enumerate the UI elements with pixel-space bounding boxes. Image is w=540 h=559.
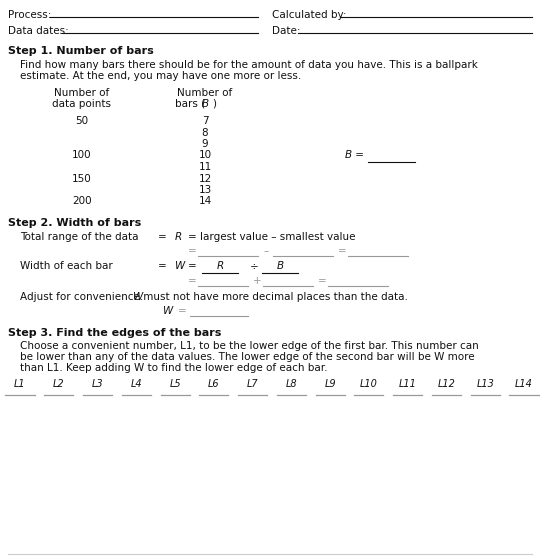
Text: Choose a convenient number, L1, to be the lower edge of the first bar. This numb: Choose a convenient number, L1, to be th… bbox=[20, 341, 479, 351]
Text: data points: data points bbox=[52, 99, 111, 109]
Text: 14: 14 bbox=[198, 197, 212, 206]
Text: Adjust for convenience.: Adjust for convenience. bbox=[20, 292, 146, 302]
Text: +: + bbox=[253, 276, 261, 286]
Text: W: W bbox=[133, 292, 143, 302]
Text: Date:: Date: bbox=[272, 26, 300, 36]
Text: 13: 13 bbox=[198, 185, 212, 195]
Text: 9: 9 bbox=[201, 139, 208, 149]
Text: L4: L4 bbox=[131, 379, 142, 389]
Text: L10: L10 bbox=[360, 379, 378, 389]
Text: =: = bbox=[338, 246, 347, 256]
Text: L1: L1 bbox=[14, 379, 26, 389]
Text: =: = bbox=[188, 276, 197, 286]
Text: =: = bbox=[158, 261, 167, 271]
Text: W: W bbox=[163, 306, 173, 316]
Text: ÷: ÷ bbox=[250, 261, 259, 271]
Text: L14: L14 bbox=[515, 379, 533, 389]
Text: =: = bbox=[352, 150, 364, 160]
Text: W: W bbox=[175, 261, 185, 271]
Text: L13: L13 bbox=[476, 379, 494, 389]
Text: ): ) bbox=[212, 99, 216, 109]
Text: L6: L6 bbox=[208, 379, 220, 389]
Text: =: = bbox=[178, 306, 187, 316]
Text: B: B bbox=[276, 261, 284, 271]
Text: 10: 10 bbox=[198, 150, 212, 160]
Text: L8: L8 bbox=[286, 379, 297, 389]
Text: Step 2. Width of bars: Step 2. Width of bars bbox=[8, 218, 141, 228]
Text: =: = bbox=[188, 261, 197, 271]
Text: estimate. At the end, you may have one more or less.: estimate. At the end, you may have one m… bbox=[20, 71, 301, 81]
Text: 12: 12 bbox=[198, 173, 212, 183]
Text: Number of: Number of bbox=[55, 88, 110, 98]
Text: =: = bbox=[158, 232, 167, 242]
Text: Calculated by:: Calculated by: bbox=[272, 10, 347, 20]
Text: be lower than any of the data values. The lower edge of the second bar will be W: be lower than any of the data values. Th… bbox=[20, 352, 475, 362]
Text: 200: 200 bbox=[72, 197, 92, 206]
Text: B: B bbox=[345, 150, 352, 160]
Text: Step 3. Find the edges of the bars: Step 3. Find the edges of the bars bbox=[8, 328, 221, 338]
Text: 100: 100 bbox=[72, 150, 92, 160]
Text: 7: 7 bbox=[201, 116, 208, 126]
Text: L12: L12 bbox=[437, 379, 455, 389]
Text: Total range of the data: Total range of the data bbox=[20, 232, 138, 242]
Text: R: R bbox=[175, 232, 183, 242]
Text: Step 1. Number of bars: Step 1. Number of bars bbox=[8, 46, 154, 56]
Text: =: = bbox=[188, 246, 197, 256]
Text: 11: 11 bbox=[198, 162, 212, 172]
Text: than L1. Keep adding W to find the lower edge of each bar.: than L1. Keep adding W to find the lower… bbox=[20, 363, 327, 373]
Text: L5: L5 bbox=[169, 379, 181, 389]
Text: Find how many bars there should be for the amount of data you have. This is a ba: Find how many bars there should be for t… bbox=[20, 60, 478, 70]
Text: B: B bbox=[201, 99, 208, 109]
Text: Process:: Process: bbox=[8, 10, 51, 20]
Text: L3: L3 bbox=[92, 379, 103, 389]
Text: 150: 150 bbox=[72, 173, 92, 183]
Text: L2: L2 bbox=[53, 379, 65, 389]
Text: L9: L9 bbox=[325, 379, 336, 389]
Text: Data dates:: Data dates: bbox=[8, 26, 69, 36]
Text: must not have more decimal places than the data.: must not have more decimal places than t… bbox=[140, 292, 408, 302]
Text: Width of each bar: Width of each bar bbox=[20, 261, 113, 271]
Text: 50: 50 bbox=[76, 116, 89, 126]
Text: = largest value – smallest value: = largest value – smallest value bbox=[188, 232, 355, 242]
Text: –: – bbox=[263, 246, 268, 256]
Text: Number of: Number of bbox=[177, 88, 233, 98]
Text: R: R bbox=[217, 261, 224, 271]
Text: L7: L7 bbox=[247, 379, 259, 389]
Text: L11: L11 bbox=[399, 379, 417, 389]
Text: 8: 8 bbox=[201, 127, 208, 138]
Text: bars (: bars ( bbox=[175, 99, 205, 109]
Text: =: = bbox=[318, 276, 327, 286]
